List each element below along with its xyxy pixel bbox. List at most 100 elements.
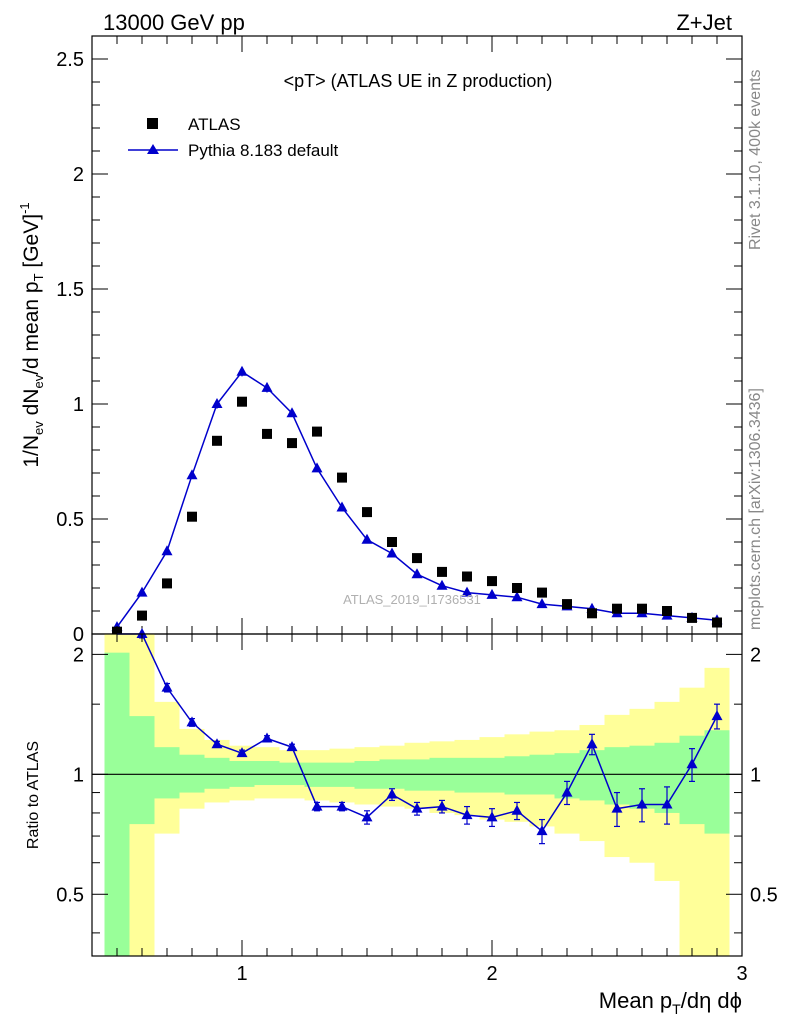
atlas-data-point: [262, 428, 272, 439]
main-plot-panel: 0 0.5 1 1.5 2 2.5: [56, 35, 743, 646]
atlas-data-point: [712, 617, 722, 628]
atlas-data-point: [687, 612, 697, 623]
ratio-y-tick-label-left: 2: [73, 644, 84, 666]
plot-title: <pT> (ATLAS UE in Z production): [284, 71, 553, 91]
atlas-data-point: [587, 608, 597, 619]
ratio-point: [286, 741, 298, 752]
pythia-point: [236, 365, 248, 376]
header-right: Z+Jet: [676, 10, 732, 35]
pythia-line: [116, 370, 718, 628]
pythia-point: [186, 469, 198, 480]
main-y-tick-label: 0.5: [56, 509, 84, 531]
atlas-data-point: [387, 537, 397, 547]
ratio-band-inner: [254, 761, 280, 786]
atlas-data-point: [637, 603, 647, 614]
pythia-point: [411, 568, 423, 579]
atlas-data-point: [487, 576, 497, 587]
ratio-point: [361, 811, 373, 822]
ratio-point: [636, 798, 648, 809]
ratio-point: [186, 716, 198, 727]
ratio-band-inner: [579, 750, 605, 801]
x-tick-label: 1: [236, 963, 247, 985]
ratio-point: [386, 788, 398, 799]
ratio-y-axis-label: Ratio to ATLAS: [25, 741, 42, 849]
ratio-point: [536, 825, 548, 836]
atlas-data-point: [337, 472, 347, 483]
header-left: 13000 GeV pp: [103, 10, 245, 35]
ratio-y-tick-label-left: 1: [73, 764, 84, 786]
pythia-point: [161, 545, 173, 556]
atlas-data-point: [612, 603, 622, 614]
ratio-band-inner: [204, 757, 230, 789]
ratio-y-tick-label-right: 1: [750, 764, 761, 786]
ratio-point: [711, 710, 723, 721]
pythia-point: [336, 501, 348, 512]
pythia-point: [511, 591, 523, 602]
ratio-point: [461, 809, 473, 820]
pythia-point: [136, 586, 148, 597]
x-tick-label: 2: [486, 963, 497, 985]
main-y-tick-label: 1.5: [56, 279, 84, 301]
main-y-tick-label: 2.5: [56, 49, 84, 71]
ratio-band-inner: [129, 716, 155, 825]
atlas-data-point: [412, 553, 422, 564]
rivet-label: Rivet 3.1.10, 400k events: [747, 69, 764, 250]
pythia-point: [386, 547, 398, 558]
legend: ATLAS Pythia 8.183 default: [128, 115, 339, 160]
x-axis-label: Mean pT/dη dϕ: [599, 988, 742, 1017]
ratio-plot-panel: 0.5 0.5 1 1 2 2 1 2 3: [56, 628, 778, 985]
pythia-point: [286, 407, 298, 418]
main-y-axis-label: 1/Nev dNev/d mean pT [GeV]-1: [17, 202, 46, 467]
ratio-band-inner: [154, 747, 180, 799]
ratio-y-tick-label-right: 2: [750, 644, 761, 666]
x-tick-label: 3: [736, 963, 747, 985]
legend-mc-label: Pythia 8.183 default: [188, 141, 339, 160]
ratio-point: [436, 800, 448, 811]
atlas-data-point: [287, 438, 297, 449]
atlas-data-point: [162, 578, 172, 589]
ratio-point: [411, 802, 423, 813]
ratio-point: [561, 786, 573, 797]
atlas-data-point: [237, 396, 247, 407]
ratio-point: [611, 802, 623, 813]
ratio-band-inner: [104, 652, 130, 956]
pythia-point: [536, 598, 548, 609]
atlas-data-point: [562, 599, 572, 610]
ratio-y-tick-label-left: 0.5: [56, 884, 84, 906]
ratio-point: [311, 800, 323, 811]
ratio-band-inner: [454, 757, 480, 793]
ratio-band-inner: [504, 756, 530, 795]
ratio-band-inner: [479, 757, 505, 793]
atlas-data-point: [137, 610, 147, 621]
ratio-band-inner: [179, 754, 205, 793]
ratio-point: [511, 804, 523, 815]
main-y-tick-label: 1: [73, 394, 84, 416]
atlas-data-point: [187, 511, 197, 522]
legend-mc-marker: [147, 144, 159, 154]
pythia-point: [261, 381, 273, 392]
atlas-data-point: [662, 606, 672, 616]
ratio-point: [661, 798, 673, 809]
analysis-watermark: ATLAS_2019_I1736531: [343, 592, 481, 607]
pythia-point: [361, 533, 373, 544]
pythia-point: [436, 579, 448, 590]
ratio-point: [686, 758, 698, 769]
atlas-data-point: [537, 587, 547, 598]
ratio-y-tick-label-right: 0.5: [750, 884, 778, 906]
ratio-point: [336, 800, 348, 811]
ratio-point: [161, 681, 173, 692]
atlas-data-point: [462, 571, 472, 582]
atlas-data-point: [512, 583, 522, 593]
ratio-point: [211, 738, 223, 749]
ratio-point: [136, 628, 148, 638]
ratio-point: [261, 732, 273, 743]
ratio-band-inner: [404, 759, 430, 791]
atlas-data-point: [437, 566, 447, 577]
pythia-point: [461, 586, 473, 597]
atlas-data-point: [312, 426, 322, 437]
legend-atlas-marker: [147, 118, 158, 129]
main-y-tick-label: 0: [73, 624, 84, 646]
legend-atlas-label: ATLAS: [188, 115, 241, 134]
ratio-point: [586, 738, 598, 749]
